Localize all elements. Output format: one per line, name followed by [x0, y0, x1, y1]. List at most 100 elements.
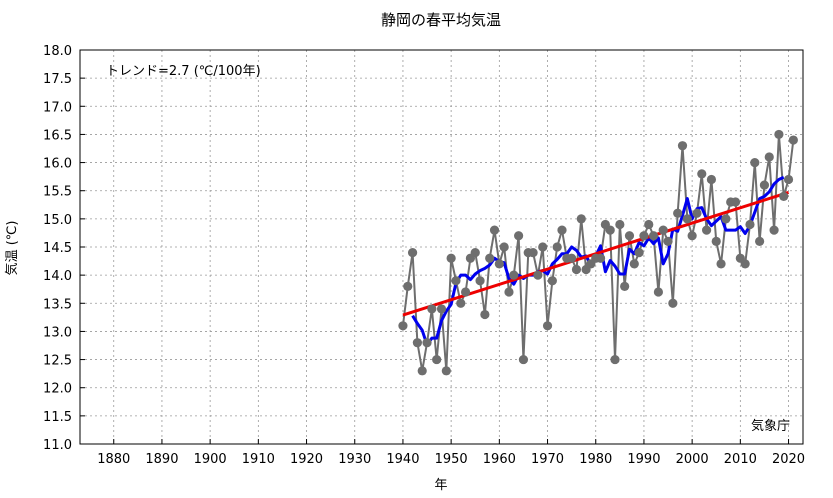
annual-data-point [436, 304, 447, 314]
annual-data-point [571, 264, 582, 275]
annual-data-point [518, 354, 529, 365]
annual-data-point [552, 242, 562, 252]
annual-data-point [668, 298, 678, 308]
x-tick-label: 1950 [435, 452, 468, 467]
y-tick-label: 12.0 [43, 382, 72, 397]
annual-data-point [547, 276, 557, 286]
y-tick-label: 11.5 [43, 410, 72, 425]
y-tick-label: 13.0 [43, 325, 72, 340]
x-tick-label: 1980 [579, 452, 612, 467]
annual-data-point [644, 219, 654, 230]
x-tick-label: 1910 [242, 452, 275, 467]
annual-data-point [634, 248, 644, 258]
annual-data-point [538, 242, 548, 252]
annual-data-point [461, 287, 471, 297]
annual-data-point [774, 129, 784, 140]
y-tick-label: 16.0 [43, 157, 72, 172]
y-tick-label: 15.5 [43, 185, 72, 200]
annual-data-point [750, 157, 760, 168]
annual-data-point [783, 174, 794, 185]
x-tick-label: 2020 [772, 452, 805, 467]
annual-data-point [615, 219, 625, 230]
y-tick-label: 12.5 [43, 354, 72, 369]
y-tick-label: 14.0 [43, 269, 72, 284]
annual-data-point [687, 231, 697, 241]
annual-data-point [576, 214, 586, 224]
annual-data-point [711, 236, 721, 246]
x-tick-label: 1900 [194, 452, 227, 467]
annual-data-point [432, 354, 442, 365]
annual-data-point [456, 298, 466, 308]
annual-data-point [663, 236, 673, 246]
y-tick-label: 17.0 [43, 100, 72, 115]
annual-data-point [692, 208, 702, 218]
grid-lines [80, 49, 803, 445]
x-tick-label: 1920 [290, 452, 323, 467]
chart-title: 静岡の春平均気温 [381, 11, 501, 29]
annual-data-point [658, 225, 668, 235]
y-axis-label: 気温 (℃) [4, 221, 20, 276]
x-tick-label: 1930 [338, 452, 371, 467]
annual-data-point [480, 309, 490, 320]
annual-data-point [740, 259, 750, 269]
axis-ticks: 1880 1890 1900 1910 1920 1930 1940 1950 1960 1970… [43, 44, 805, 467]
annual-data-point [398, 321, 408, 331]
x-tick-label: 1970 [531, 452, 564, 467]
x-tick-label: 1940 [386, 452, 419, 467]
annual-data-point [673, 208, 683, 218]
annual-data-point [629, 259, 639, 269]
annual-data-point [653, 287, 664, 297]
annual-data-point [682, 214, 692, 224]
annual-data-point [412, 338, 422, 348]
y-tick-label: 16.5 [43, 128, 72, 143]
annual-data-point [542, 321, 553, 331]
annual-data-point [533, 270, 543, 280]
annual-data-point [706, 174, 717, 185]
annual-data-point [759, 180, 770, 190]
annual-data-point [764, 152, 774, 162]
x-tick-label: 1890 [145, 452, 178, 467]
annual-data-point [494, 259, 504, 269]
annual-data-point [620, 281, 630, 291]
annual-data-point [716, 259, 726, 269]
annual-data-point [788, 135, 798, 145]
annual-data-point [567, 253, 577, 263]
annual-data-point [528, 248, 538, 258]
annual-data-point [639, 231, 649, 241]
annual-data-point [624, 231, 635, 241]
y-tick-label: 13.5 [43, 297, 72, 312]
annual-data-point [441, 366, 451, 376]
annual-data-point [509, 270, 519, 280]
annual-data-point [451, 276, 461, 286]
annual-data-point [702, 225, 712, 235]
x-axis-label: 年 [434, 478, 447, 493]
annual-data-point [427, 304, 437, 314]
y-tick-label: 14.5 [43, 241, 72, 256]
annual-data-point [446, 253, 456, 263]
annual-data-point [605, 225, 615, 235]
annual-data-point [422, 338, 432, 348]
annual-data-point [610, 354, 620, 365]
annual-data-point [489, 225, 500, 235]
annual-data-point [595, 253, 606, 263]
x-tick-label: 1960 [483, 452, 516, 467]
annual-data-point [769, 225, 779, 235]
annual-data-point [755, 236, 765, 246]
annual-data-point [485, 253, 495, 263]
annual-data-point [499, 242, 509, 252]
series-layer [398, 129, 798, 376]
annual-data-point [417, 366, 427, 376]
y-tick-label: 18.0 [43, 44, 72, 59]
annual-data-point [745, 219, 755, 230]
x-tick-label: 2000 [676, 452, 709, 467]
x-tick-label: 2010 [724, 452, 757, 467]
annual-data-point [730, 197, 741, 207]
annual-data-point [407, 248, 418, 258]
annual-data-point [648, 231, 659, 241]
annual-data-point [697, 169, 707, 179]
annual-data-point [557, 225, 567, 235]
annual-data-point [470, 248, 480, 258]
y-tick-label: 17.5 [43, 72, 72, 87]
y-tick-label: 15.0 [43, 213, 72, 228]
